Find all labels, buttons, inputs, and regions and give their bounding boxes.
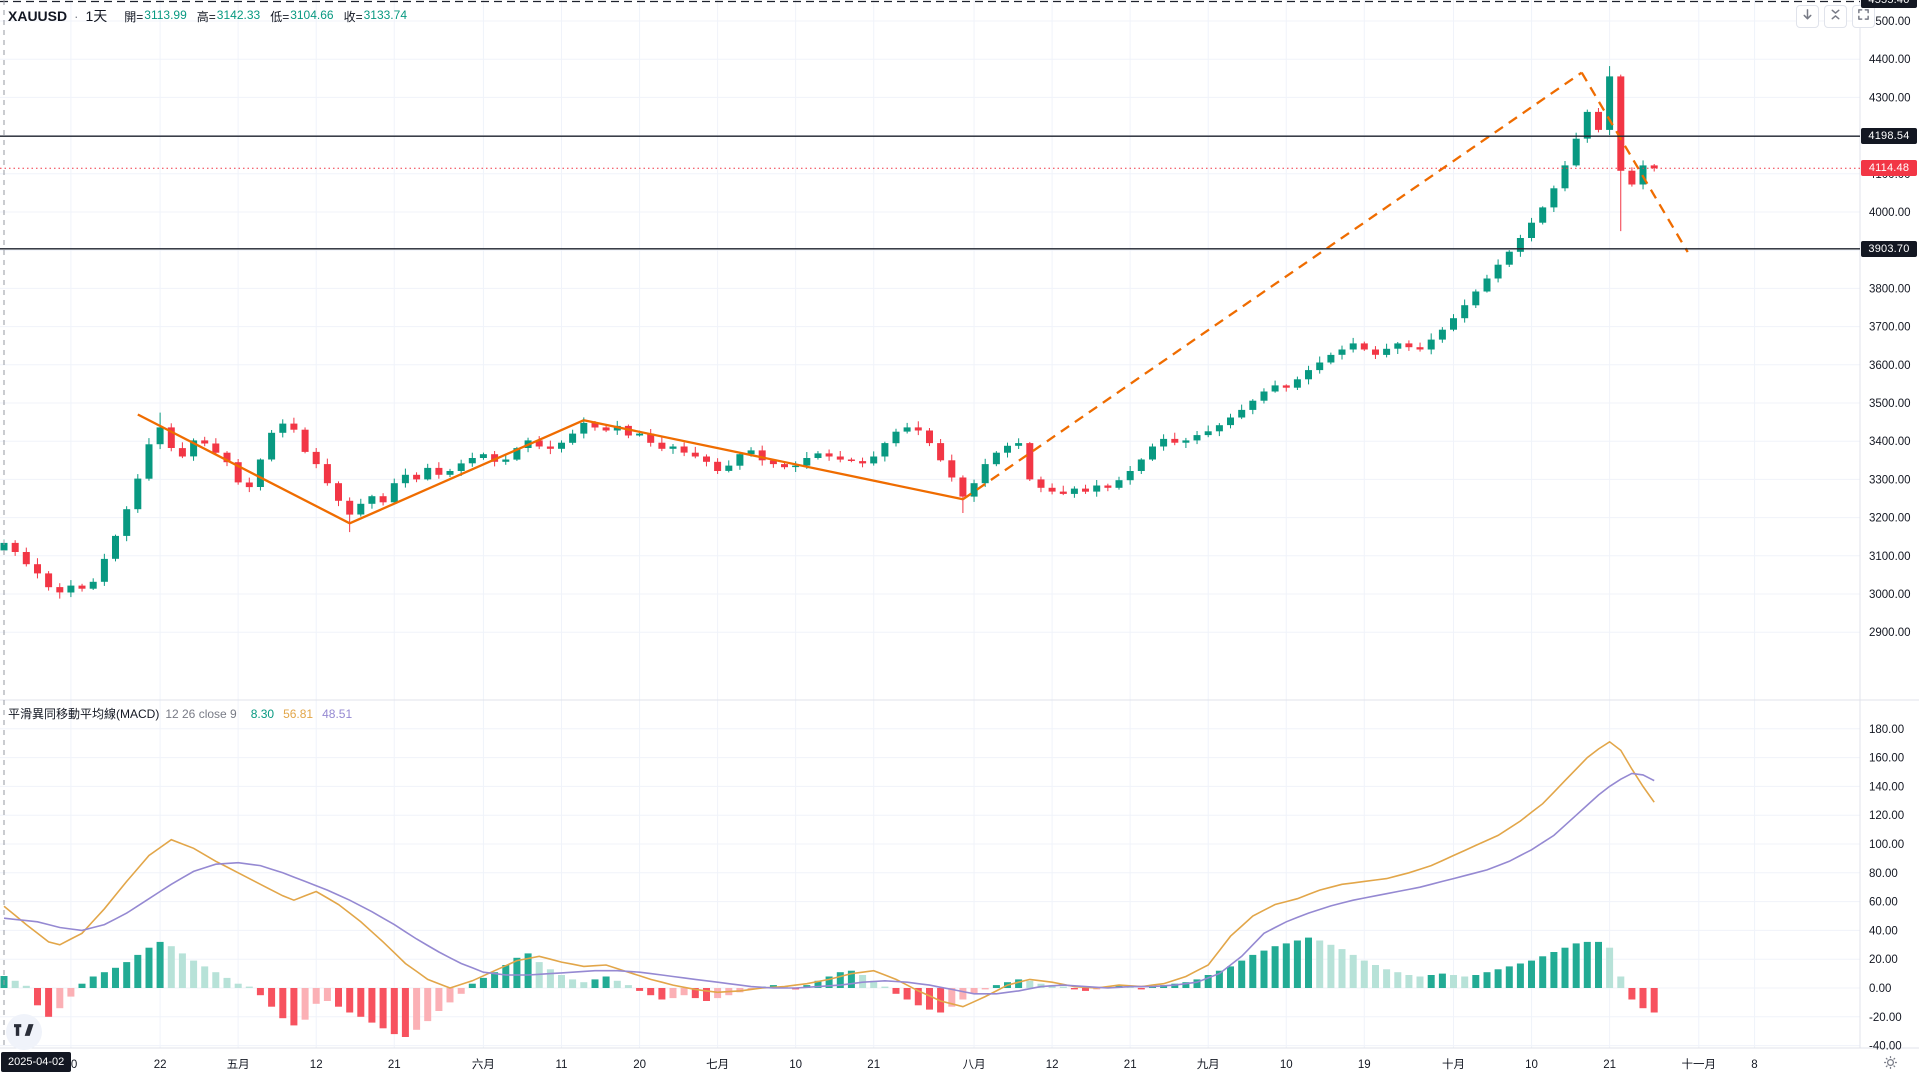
- svg-text:4000.00: 4000.00: [1869, 207, 1911, 219]
- gear-icon: [1883, 1055, 1898, 1075]
- svg-text:19: 19: [1358, 1059, 1371, 1071]
- svg-text:20.00: 20.00: [1869, 954, 1898, 966]
- svg-text:3400.00: 3400.00: [1869, 436, 1911, 448]
- svg-text:140.00: 140.00: [1869, 781, 1904, 793]
- svg-text:0.00: 0.00: [1869, 983, 1891, 995]
- svg-text:3700.00: 3700.00: [1869, 322, 1911, 334]
- tradingview-logo-icon: [14, 1023, 34, 1041]
- svg-text:10: 10: [1280, 1059, 1293, 1071]
- svg-text:六月: 六月: [472, 1058, 495, 1071]
- macd-legend: 平滑異同移動平均線(MACD) 12 26 close 9 8.30 56.81…: [8, 705, 352, 722]
- time-axis[interactable]: 1022五月1221六月1120七月1021八月1221九月1019十月1021…: [65, 1057, 1758, 1071]
- svg-text:12: 12: [310, 1059, 323, 1071]
- svg-text:4400.00: 4400.00: [1869, 54, 1911, 66]
- price-level-badge-upper: 4555.40: [1861, 0, 1917, 8]
- svg-text:160.00: 160.00: [1869, 753, 1904, 765]
- svg-text:100.00: 100.00: [1869, 839, 1904, 851]
- collapse-chevrons-icon: [1829, 8, 1842, 26]
- svg-text:八月: 八月: [963, 1059, 986, 1071]
- macd-pane[interactable]: [0, 740, 1658, 1037]
- high-label: 高=: [196, 9, 216, 24]
- high-value: 3142.33: [216, 7, 261, 22]
- svg-text:60.00: 60.00: [1869, 897, 1898, 909]
- svg-text:40.00: 40.00: [1869, 925, 1898, 937]
- move-pane-down-button[interactable]: [1796, 5, 1819, 28]
- svg-text:3800.00: 3800.00: [1869, 283, 1911, 295]
- svg-text:3200.00: 3200.00: [1869, 513, 1911, 525]
- time-axis-settings-button[interactable]: [1880, 1055, 1900, 1075]
- svg-text:3000.00: 3000.00: [1869, 589, 1911, 601]
- low-value: 3104.66: [290, 7, 334, 22]
- svg-text:21: 21: [1124, 1059, 1137, 1071]
- macd-params: 12 26 close 9: [165, 706, 237, 721]
- pane-buttons: [1796, 5, 1875, 28]
- svg-text:3500.00: 3500.00: [1869, 398, 1911, 410]
- svg-text:120.00: 120.00: [1869, 810, 1904, 822]
- macd-indicator-name[interactable]: 平滑異同移動平均線(MACD): [8, 707, 160, 721]
- tradingview-logo[interactable]: [6, 1014, 42, 1050]
- price-level-badge-lower: 3903.70: [1861, 241, 1917, 257]
- close-label: 收=: [343, 9, 363, 24]
- arrow-down-icon: [1801, 8, 1814, 26]
- maximize-icon: [1857, 8, 1870, 26]
- close-value: 3133.74: [363, 7, 407, 22]
- svg-text:3300.00: 3300.00: [1869, 474, 1911, 486]
- ohlc-values: 開= 3113.99 高= 3142.33 低= 3104.66 收= 3133.74: [124, 8, 407, 25]
- interval-label[interactable]: 1天: [85, 8, 108, 24]
- last-price-badge: 4114.48: [1861, 160, 1917, 176]
- svg-text:4300.00: 4300.00: [1869, 92, 1911, 104]
- svg-text:8: 8: [1751, 1059, 1757, 1071]
- svg-text:22: 22: [154, 1059, 167, 1071]
- svg-text:21: 21: [388, 1059, 401, 1071]
- drawing-layer[interactable]: [0, 0, 1860, 525]
- crosshair-date-badge: 2025-04-02: [1, 1052, 72, 1072]
- price-pane[interactable]: [0, 66, 1658, 599]
- svg-text:3100.00: 3100.00: [1869, 551, 1911, 563]
- svg-text:21: 21: [867, 1059, 880, 1071]
- maximize-pane-button[interactable]: [1852, 5, 1875, 28]
- svg-text:180.00: 180.00: [1869, 724, 1904, 736]
- svg-text:十月: 十月: [1442, 1057, 1465, 1071]
- symbol-legend: XAUUSD · 1天 開= 3113.99 高= 3142.33 低= 3104.6…: [8, 6, 407, 26]
- grid-layer: [0, 0, 1919, 1049]
- low-label: 低=: [270, 9, 290, 24]
- svg-text:12: 12: [1046, 1059, 1059, 1071]
- svg-text:七月: 七月: [706, 1058, 729, 1071]
- svg-text:九月: 九月: [1197, 1058, 1220, 1071]
- svg-text:10: 10: [1525, 1059, 1538, 1071]
- svg-text:21: 21: [1603, 1059, 1616, 1071]
- svg-text:十一月: 十一月: [1682, 1057, 1717, 1071]
- price-axis[interactable]: 4500.004400.004300.004200.004100.004000.…: [1869, 16, 1911, 1053]
- macd-line-value: 56.81: [283, 706, 314, 721]
- macd-signal-value: 48.51: [322, 706, 353, 721]
- svg-text:-20.00: -20.00: [1869, 1012, 1902, 1024]
- svg-text:80.00: 80.00: [1869, 868, 1898, 880]
- open-value: 3113.99: [144, 7, 187, 22]
- svg-text:10: 10: [789, 1059, 802, 1071]
- svg-text:4500.00: 4500.00: [1869, 16, 1911, 28]
- macd-hist-value: 8.30: [250, 706, 275, 721]
- svg-text:3600.00: 3600.00: [1869, 360, 1911, 372]
- open-label: 開=: [124, 9, 144, 24]
- svg-text:2900.00: 2900.00: [1869, 627, 1911, 639]
- price-level-badge-mid: 4198.54: [1861, 128, 1917, 144]
- legend-separator: ·: [74, 8, 79, 24]
- svg-text:五月: 五月: [227, 1059, 250, 1071]
- svg-text:20: 20: [633, 1059, 646, 1071]
- svg-text:11: 11: [556, 1059, 568, 1071]
- svg-text:-40.00: -40.00: [1869, 1041, 1902, 1053]
- collapse-pane-button[interactable]: [1824, 5, 1847, 28]
- symbol-name[interactable]: XAUUSD: [8, 8, 68, 24]
